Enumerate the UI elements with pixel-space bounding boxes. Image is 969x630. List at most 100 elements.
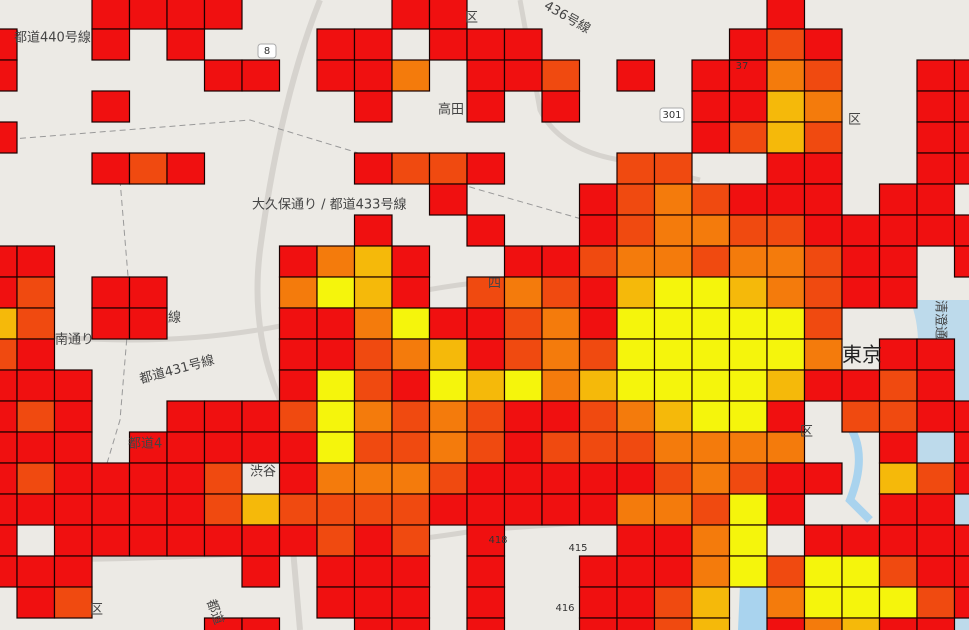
route-label: 418 xyxy=(488,535,507,546)
heat-cell xyxy=(391,276,431,309)
heat-cell xyxy=(578,214,618,247)
heat-cell xyxy=(166,524,206,557)
heat-cell xyxy=(241,400,281,433)
heat-cell xyxy=(691,431,731,464)
heat-cell xyxy=(316,462,356,495)
heat-cell xyxy=(728,493,768,526)
heat-cell xyxy=(428,493,468,526)
heat-cell xyxy=(878,214,918,247)
heat-cell xyxy=(391,59,431,92)
heat-cell xyxy=(541,400,581,433)
heat-cell xyxy=(166,462,206,495)
heat-cell xyxy=(803,59,843,92)
shield xyxy=(659,107,685,123)
heat-cell xyxy=(766,400,806,433)
heat-cell xyxy=(0,338,18,371)
heat-cell xyxy=(503,59,543,92)
heat-cell xyxy=(428,0,468,30)
heat-cell xyxy=(466,431,506,464)
heat-cell xyxy=(766,431,806,464)
heat-cell xyxy=(878,431,918,464)
heat-cell xyxy=(766,214,806,247)
heat-cell xyxy=(541,431,581,464)
heat-cell xyxy=(0,307,18,340)
heat-cell xyxy=(766,245,806,278)
heat-cell xyxy=(766,59,806,92)
heat-cell xyxy=(503,400,543,433)
heat-cell xyxy=(503,28,543,61)
heat-cell xyxy=(503,462,543,495)
heat-cell xyxy=(391,555,431,588)
heat-cell xyxy=(728,555,768,588)
heat-cell xyxy=(241,493,281,526)
heat-cell xyxy=(541,462,581,495)
heat-cell xyxy=(766,617,806,630)
heat-cell xyxy=(278,369,318,402)
heat-cell xyxy=(578,400,618,433)
heat-cell xyxy=(428,431,468,464)
heat-cell xyxy=(278,400,318,433)
heat-cell xyxy=(953,214,969,247)
heat-cell xyxy=(466,369,506,402)
heat-cell xyxy=(578,586,618,619)
heat-cell xyxy=(0,121,18,154)
heat-cell xyxy=(128,0,168,30)
heat-cell xyxy=(878,586,918,619)
heat-cell xyxy=(428,152,468,185)
heat-cell xyxy=(53,586,93,619)
heat-cell xyxy=(16,276,56,309)
heat-cell xyxy=(16,586,56,619)
heat-cell xyxy=(803,121,843,154)
heat-cell xyxy=(766,493,806,526)
heat-cell xyxy=(316,245,356,278)
heat-cell xyxy=(316,400,356,433)
heat-cell xyxy=(691,276,731,309)
heat-cell xyxy=(916,152,956,185)
heat-cell xyxy=(128,493,168,526)
heat-cell xyxy=(653,307,693,340)
heat-cell xyxy=(878,369,918,402)
heat-cell xyxy=(0,462,18,495)
heat-cell xyxy=(803,524,843,557)
road-label: 都道4 xyxy=(128,437,162,452)
heat-cell xyxy=(353,369,393,402)
heat-cell xyxy=(128,276,168,309)
heat-cell xyxy=(203,400,243,433)
heat-cell xyxy=(578,338,618,371)
heat-cell xyxy=(616,431,656,464)
heat-cell xyxy=(653,462,693,495)
heat-cell xyxy=(0,245,18,278)
place-label: 区 xyxy=(465,11,478,26)
heat-cell xyxy=(578,307,618,340)
heat-cell xyxy=(316,28,356,61)
heat-cell xyxy=(203,0,243,30)
road-label: 線 xyxy=(168,310,181,326)
heat-cell xyxy=(316,59,356,92)
heat-cell xyxy=(166,493,206,526)
heat-cell xyxy=(278,276,318,309)
place-label: 区 xyxy=(800,425,813,440)
heat-cell xyxy=(466,307,506,340)
heat-cell xyxy=(728,59,768,92)
heat-cell xyxy=(541,493,581,526)
heat-cell xyxy=(53,524,93,557)
heat-cell xyxy=(953,121,969,154)
heat-cell xyxy=(803,245,843,278)
heat-cell xyxy=(428,183,468,216)
heat-cell xyxy=(766,121,806,154)
heat-cell xyxy=(766,152,806,185)
heat-cell xyxy=(953,462,969,495)
heat-cell xyxy=(578,555,618,588)
heat-cell xyxy=(16,493,56,526)
heat-cell xyxy=(616,152,656,185)
heat-cell xyxy=(466,152,506,185)
heat-cell xyxy=(316,431,356,464)
heat-cell xyxy=(353,338,393,371)
heat-cell xyxy=(166,0,206,30)
road-label: 大久保通り / 都道433号線 xyxy=(252,197,406,213)
heat-cell xyxy=(316,524,356,557)
heat-cell xyxy=(466,617,506,630)
heat-cell xyxy=(391,338,431,371)
heat-cell xyxy=(578,245,618,278)
heat-cell xyxy=(428,462,468,495)
